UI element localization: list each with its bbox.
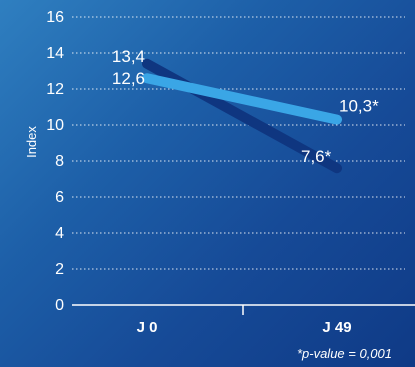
- y-tick-label: 16: [46, 9, 64, 26]
- data-label: 12,6: [112, 69, 145, 88]
- footnote: *p-value = 0,001: [297, 346, 392, 361]
- y-tick-label: 14: [46, 45, 64, 62]
- y-tick-label: 8: [55, 153, 64, 170]
- data-label: 7,6*: [301, 147, 332, 166]
- series-line: [142, 73, 342, 125]
- data-label: 13,4: [112, 47, 145, 66]
- y-axis-title: Index: [24, 126, 39, 158]
- y-tick-label: 10: [46, 117, 64, 134]
- y-tick-label: 6: [55, 189, 64, 206]
- x-tick-label: J 0: [137, 319, 158, 336]
- x-tick-label: J 49: [322, 319, 351, 336]
- y-tick-label: 4: [55, 225, 64, 242]
- y-tick-label: 2: [55, 261, 64, 278]
- data-label: 10,3*: [339, 97, 379, 116]
- y-tick-label: 12: [46, 81, 64, 98]
- y-tick-label: 0: [55, 297, 64, 314]
